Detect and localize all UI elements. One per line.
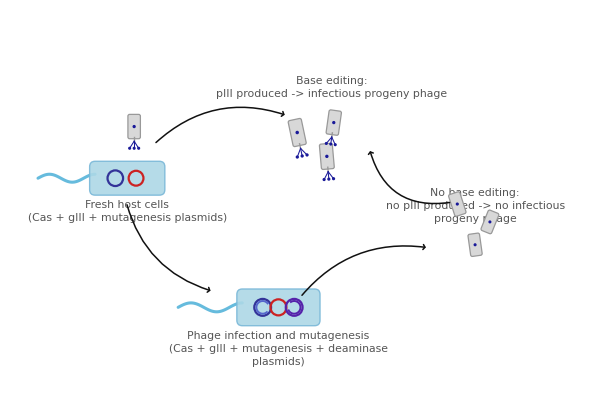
- Circle shape: [328, 178, 330, 180]
- Circle shape: [326, 155, 328, 158]
- Circle shape: [138, 147, 140, 149]
- Circle shape: [333, 122, 335, 123]
- Circle shape: [306, 154, 308, 156]
- FancyBboxPatch shape: [449, 192, 466, 216]
- Circle shape: [129, 147, 130, 149]
- Circle shape: [489, 221, 491, 223]
- Circle shape: [301, 155, 303, 157]
- Circle shape: [133, 126, 135, 128]
- FancyBboxPatch shape: [89, 161, 165, 195]
- Circle shape: [296, 156, 298, 158]
- FancyBboxPatch shape: [468, 233, 482, 257]
- Text: Phage infection and mutagenesis
(Cas + gIII + mutagenesis + deaminase
plasmids): Phage infection and mutagenesis (Cas + g…: [169, 331, 388, 367]
- Circle shape: [334, 144, 336, 146]
- Circle shape: [474, 244, 476, 246]
- FancyBboxPatch shape: [319, 143, 334, 169]
- Circle shape: [133, 147, 135, 149]
- Text: No base editing:
no pIII produced -> no infectious
progeny phage: No base editing: no pIII produced -> no …: [386, 188, 565, 224]
- Text: Fresh host cells
(Cas + gIII + mutagenesis plasmids): Fresh host cells (Cas + gIII + mutagenes…: [28, 200, 227, 223]
- Circle shape: [296, 131, 298, 134]
- Circle shape: [457, 203, 458, 205]
- FancyBboxPatch shape: [288, 118, 306, 147]
- FancyBboxPatch shape: [481, 210, 499, 234]
- FancyBboxPatch shape: [237, 289, 320, 326]
- Circle shape: [330, 143, 332, 145]
- Circle shape: [323, 178, 325, 181]
- Text: Base editing:
pIII produced -> infectious progeny phage: Base editing: pIII produced -> infectiou…: [216, 76, 448, 99]
- Circle shape: [332, 178, 334, 180]
- FancyBboxPatch shape: [326, 110, 341, 135]
- FancyBboxPatch shape: [128, 114, 140, 139]
- Circle shape: [325, 143, 327, 144]
